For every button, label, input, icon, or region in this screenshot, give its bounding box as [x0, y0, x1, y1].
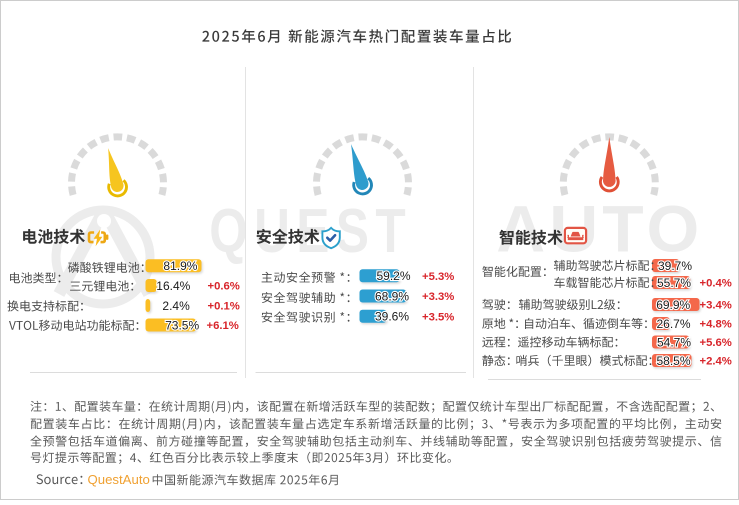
svg-text:QuestAuto: QuestAuto: [88, 472, 150, 487]
svg-text:+4.8%: +4.8%: [700, 319, 732, 331]
svg-text:55.7%: 55.7%: [657, 276, 691, 290]
svg-text:54.7%: 54.7%: [657, 335, 691, 349]
svg-text:QUEST: QUEST: [209, 196, 412, 266]
svg-text:59.2%: 59.2%: [377, 269, 411, 283]
svg-text:73.5%: 73.5%: [165, 318, 199, 332]
svg-text:+6.1%: +6.1%: [207, 320, 239, 332]
svg-text:AUTO: AUTO: [496, 192, 703, 266]
svg-text:39.6%: 39.6%: [375, 310, 409, 324]
svg-text:+3.5%: +3.5%: [422, 311, 454, 323]
svg-text:+0.6%: +0.6%: [208, 281, 240, 293]
svg-text:26.7%: 26.7%: [657, 317, 691, 331]
svg-text:+5.6%: +5.6%: [700, 337, 732, 349]
svg-text:2.4%: 2.4%: [162, 299, 190, 313]
svg-text:+0.1%: +0.1%: [208, 301, 240, 313]
svg-text:+5.3%: +5.3%: [422, 271, 454, 283]
svg-text:58.5%: 58.5%: [657, 354, 691, 368]
svg-text:69.9%: 69.9%: [656, 298, 690, 312]
svg-text:+3.3%: +3.3%: [422, 291, 454, 303]
svg-text:+3.4%: +3.4%: [700, 300, 732, 312]
svg-text:+2.4%: +2.4%: [700, 356, 732, 368]
svg-text:+0.4%: +0.4%: [700, 278, 732, 290]
svg-text:39.7%: 39.7%: [658, 259, 692, 273]
svg-text:81.9%: 81.9%: [163, 259, 197, 273]
svg-text:16.4%: 16.4%: [156, 279, 190, 293]
svg-text:68.9%: 68.9%: [375, 289, 409, 303]
